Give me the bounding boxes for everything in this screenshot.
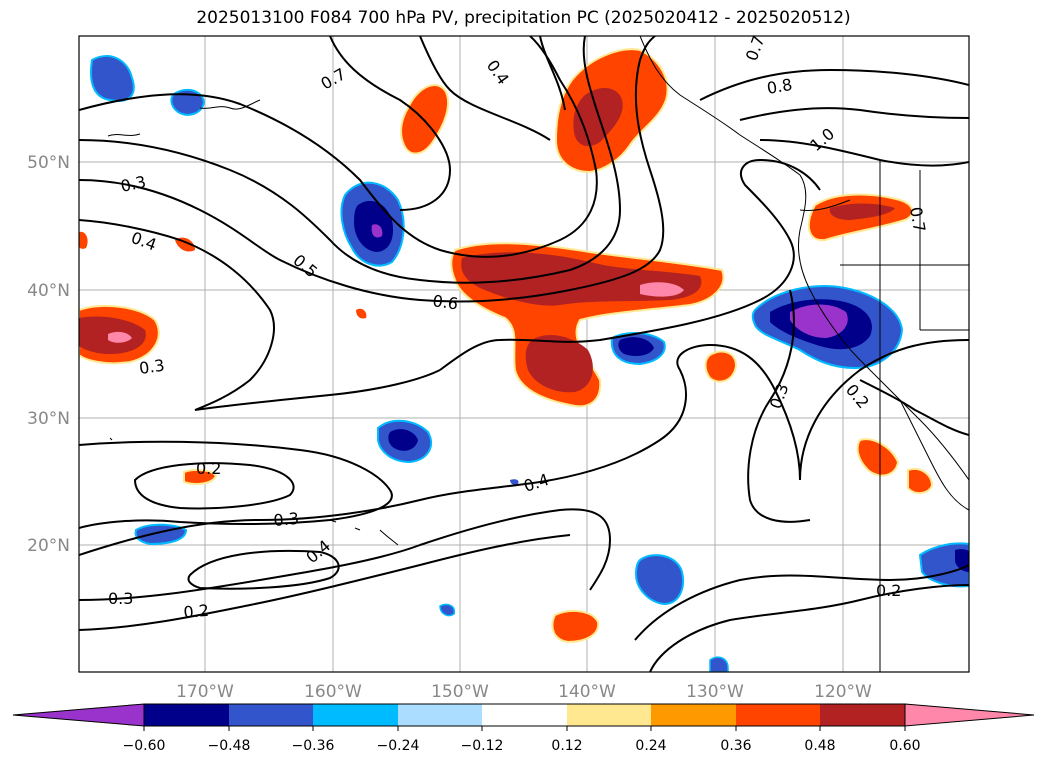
colorbar-tick-label: 0.60: [889, 738, 920, 754]
contour-label: 0.3: [138, 356, 166, 378]
lat-label: 30°N: [27, 409, 70, 429]
lon-label: 130°W: [686, 682, 744, 702]
colorbar-ticks: [143, 726, 906, 731]
precip-positive-small-7: [175, 237, 195, 252]
lon-label-group: 170°W 160°W 150°W 140°W 130°W 120°W: [176, 682, 872, 702]
lon-label: 160°W: [304, 682, 362, 702]
precip-positive-small-2: [856, 438, 900, 477]
pv-contours: [79, 36, 969, 672]
colorbar-tick-label: −0.36: [292, 738, 335, 754]
lat-label-group: 50°N 40°N 30°N 20°N: [27, 153, 70, 556]
colorbar-tick-label: −0.60: [123, 738, 166, 754]
contour-label: 0.2: [196, 459, 221, 478]
colorbar-tick-label: 0.48: [804, 738, 835, 754]
colorbar-segment: [567, 704, 651, 726]
coastlines: [107, 36, 969, 672]
precip-negative-mid-1-core: [618, 337, 654, 356]
lon-label: 140°W: [558, 682, 616, 702]
precip-positive-california-core: [829, 203, 895, 220]
contour-label: 0.3: [273, 509, 300, 530]
precip-positive-small-1: [704, 350, 738, 383]
contour-label: 0.3: [108, 589, 133, 608]
precip-positive-pink-core: [640, 282, 684, 297]
colorbar-segment: [482, 704, 567, 726]
colorbar-segment: [736, 704, 820, 726]
contour-label: 0.2: [183, 601, 210, 622]
precip-negative-tiny-2: [709, 656, 729, 672]
map-title: 2025013100 F084 700 hPa PV, precipitatio…: [196, 8, 851, 28]
contour-label: 0.7: [906, 205, 929, 233]
contour-label: 0.2: [876, 581, 901, 600]
colorbar-tick-label: −0.12: [461, 738, 504, 754]
precip-positive-small-4: [551, 609, 600, 644]
precip-positive-small-5: [183, 468, 218, 485]
lat-label: 50°N: [27, 153, 70, 173]
precip-positive-central-core2: [525, 335, 593, 393]
contour-label: 0.8: [765, 75, 793, 98]
colorbar-tick-label: 0.36: [720, 738, 751, 754]
precip-positive-small-8: [356, 308, 367, 319]
lat-label: 40°N: [27, 281, 70, 301]
contour-label: 0.3: [119, 172, 148, 196]
colorbar-extend-max: [904, 703, 1035, 727]
colorbar: −0.60 −0.48 −0.36 −0.24 −0.12 0.12 0.24 …: [12, 703, 1035, 754]
colorbar-segment: [820, 704, 905, 726]
precip-negative-tiny-3: [510, 479, 519, 485]
colorbar-segment: [651, 704, 736, 726]
lon-label: 170°W: [176, 682, 234, 702]
colorbar-tick-label: −0.24: [377, 738, 420, 754]
precip-positive-west-pink: [108, 331, 132, 343]
precip-negative-north-central-purple: [371, 224, 383, 238]
negative-precip-areas: [90, 55, 969, 672]
colorbar-extend-min: [12, 703, 145, 727]
lon-label: 120°W: [814, 682, 872, 702]
precip-positive-small-3: [907, 468, 934, 494]
colorbar-segment: [313, 704, 398, 726]
colorbar-segment: [398, 704, 482, 726]
colorbar-tick-labels: −0.60 −0.48 −0.36 −0.24 −0.12 0.12 0.24 …: [123, 738, 921, 754]
colorbar-tick-label: −0.48: [208, 738, 251, 754]
precip-negative-tiny-1: [439, 603, 456, 617]
precip-negative-mid-2-core: [388, 429, 418, 451]
map-frame: [78, 35, 970, 673]
colorbar-tick-label: 0.12: [551, 738, 582, 754]
colorbar-tick-label: 0.24: [635, 738, 666, 754]
positive-precip-areas: [79, 48, 934, 644]
precip-positive-small-6: [79, 231, 88, 249]
precip-negative-south-1: [634, 554, 684, 606]
colorbar-frame: [143, 703, 906, 727]
colorbar-segment: [229, 704, 313, 726]
lat-label: 20°N: [27, 536, 70, 556]
lon-label: 150°W: [431, 682, 489, 702]
colorbar-segment: [144, 704, 229, 726]
precip-negative-north-west: [90, 55, 135, 102]
precip-negative-east-purple: [790, 304, 848, 338]
contour-label: 0.6: [431, 291, 459, 313]
